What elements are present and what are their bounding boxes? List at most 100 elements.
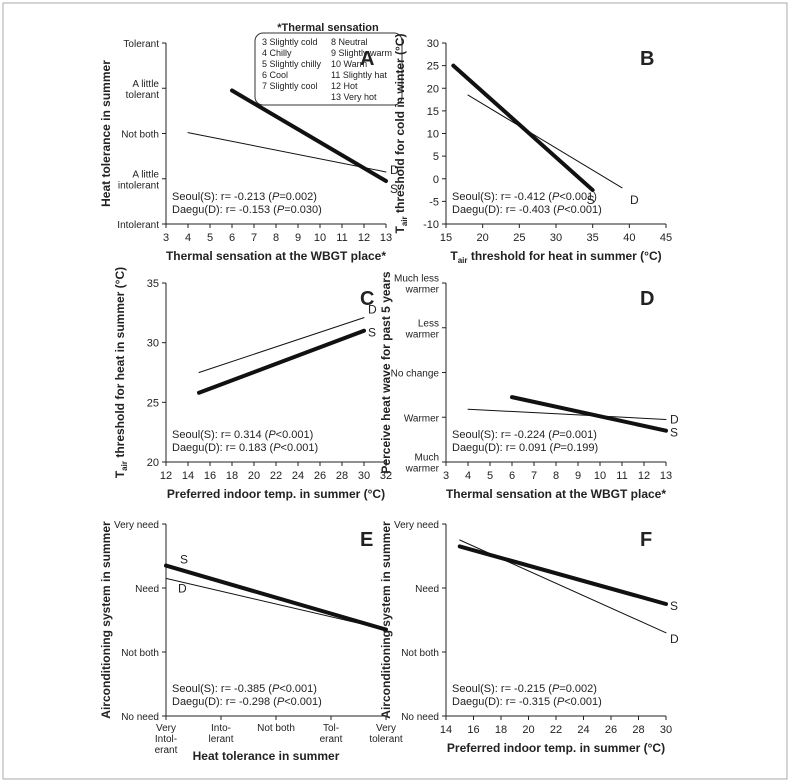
y-tick-label-line: Need <box>135 584 159 595</box>
stat-p-symbol: P <box>552 191 560 203</box>
x-tick-label: 14 <box>182 470 194 482</box>
x-tick-label: 22 <box>550 724 562 736</box>
x-tick-label: 15 <box>440 232 452 244</box>
x-tick-label: 26 <box>314 470 326 482</box>
x-tick-label: Very tolerant <box>369 723 403 745</box>
x-tick-label: 35 <box>587 232 599 244</box>
x-tick-label: 7 <box>251 232 257 244</box>
stat-suffix: =0.001) <box>559 429 597 441</box>
x-tick-label: 22 <box>270 470 282 482</box>
y-tick-label: Less warmer <box>405 318 440 340</box>
stat-prefix: Daegu(D): r= -0.315 ( <box>452 696 557 708</box>
series-end-label: S <box>180 553 188 567</box>
stat-suffix: <0.001) <box>559 191 597 203</box>
series-line-s <box>230 88 388 184</box>
x-tick-label: 4 <box>185 232 191 244</box>
stat-line: Daegu(D): r= -0.298 (P<0.001) <box>172 696 322 708</box>
stat-suffix: =0.002) <box>559 683 597 695</box>
series-end-label: D <box>368 303 377 317</box>
x-tick-label: 12 <box>638 470 650 482</box>
x-tick-label: 18 <box>495 724 507 736</box>
series-line-d <box>467 94 623 189</box>
x-tick-label: 3 <box>163 232 169 244</box>
y-tick-label-line: 5 <box>433 151 439 163</box>
x-tick-label: 13 <box>380 232 392 244</box>
y-tick-label-line: Less <box>418 318 439 329</box>
y-tick-label: Very need <box>394 520 439 531</box>
stat-p-symbol: P <box>277 204 285 216</box>
y-tick-label-line: No change <box>391 369 440 380</box>
series-line-s <box>164 563 388 632</box>
y-tick-label-line: 30 <box>147 338 159 350</box>
series-end-label: D <box>670 632 679 646</box>
stat-p-symbol: P <box>277 696 285 708</box>
y-axis-title: Tair threshold for cold in winter (°C) <box>393 34 409 234</box>
stat-line: Daegu(D): r= 0.091 (P=0.199) <box>452 442 598 454</box>
stat-p-symbol: P <box>552 683 560 695</box>
x-tick-label: Tol-erant <box>320 723 343 745</box>
y-tick-label: Intolerant <box>117 220 159 231</box>
legend-item: 4 Chilly <box>262 48 292 58</box>
y-tick-label: 30 <box>147 338 159 350</box>
stat-p-symbol: P <box>273 442 281 454</box>
stat-suffix: <0.001) <box>564 204 602 216</box>
y-tick-label-line: 25 <box>147 397 159 409</box>
stat-prefix: Daegu(D): r= -0.153 ( <box>172 204 277 216</box>
series-end-label: D <box>178 581 187 595</box>
x-tick-label: 45 <box>660 232 672 244</box>
y-tick-label: -5 <box>429 196 439 208</box>
legend-item: 5 Slightly chilly <box>262 59 322 69</box>
series-end-label: S <box>670 599 678 613</box>
panel-letter: C <box>360 288 374 310</box>
x-axis-title: Thermal sensation at the WBGT place* <box>166 249 386 263</box>
x-tick-label-line: Intol- <box>155 734 177 745</box>
legend-item: 11 Slightly hat <box>331 70 387 80</box>
x-tick-label: Not both <box>257 723 295 734</box>
x-tick-label: 3 <box>443 470 449 482</box>
y-tick-label: 35 <box>147 278 159 290</box>
x-tick-label: 7 <box>531 470 537 482</box>
y-tick-label-line: Not both <box>121 130 159 141</box>
panel-f: 14 16 18 20 22 24 26 28 30 Very need Need Not both N… <box>379 520 679 755</box>
x-tick-label: 13 <box>660 470 672 482</box>
y-tick-label: Much less warmer <box>394 274 440 296</box>
y-tick-label: A little intolerant <box>118 169 160 191</box>
y-tick-label: 20 <box>147 457 159 469</box>
y-tick-label: Much warmer <box>405 453 440 475</box>
y-tick-label: 15 <box>427 106 439 118</box>
x-tick-label-line: Tol- <box>323 723 339 734</box>
x-tick-label: Very Intol-erant <box>155 723 178 756</box>
x-tick-label: 26 <box>605 724 617 736</box>
stat-line: Daegu(D): r= -0.403 (P<0.001) <box>452 204 602 216</box>
y-tick-label-line: 15 <box>427 106 439 118</box>
x-tick-label: 32 <box>380 470 392 482</box>
x-axis-title: Preferred indoor temp. in summer (°C) <box>167 487 385 501</box>
y-tick-label: 0 <box>433 174 439 186</box>
x-tick-label: 5 <box>207 232 213 244</box>
stat-prefix: Seoul(S): r= -0.385 ( <box>172 683 272 695</box>
stat-prefix: Daegu(D): r= 0.183 ( <box>172 442 274 454</box>
x-tick-label: 8 <box>553 470 559 482</box>
y-tick-label-line: 25 <box>427 61 439 73</box>
x-tick-label-line: Very <box>156 723 176 734</box>
y-tick-label-line: Not both <box>121 648 159 659</box>
x-tick-label: 30 <box>660 724 672 736</box>
stat-suffix: =0.199) <box>561 442 599 454</box>
y-tick-label-line: Very need <box>394 520 439 531</box>
stat-prefix: Seoul(S): r= -0.412 ( <box>452 191 552 203</box>
stat-suffix: <0.001) <box>276 429 314 441</box>
y-tick-label: 5 <box>433 151 439 163</box>
y-tick-label: No change <box>391 369 440 380</box>
stat-prefix: Daegu(D): r= -0.403 ( <box>452 204 557 216</box>
y-tick-label: 10 <box>427 129 439 141</box>
x-tick-label: 8 <box>273 232 279 244</box>
y-tick-label: 25 <box>147 397 159 409</box>
stat-suffix: <0.001) <box>564 696 602 708</box>
stat-suffix: =0.002) <box>279 191 317 203</box>
stat-p-symbol: P <box>552 429 560 441</box>
panel-letter: E <box>360 529 373 551</box>
y-axis-title: Perceive heat wave for past 5 years <box>379 271 393 473</box>
